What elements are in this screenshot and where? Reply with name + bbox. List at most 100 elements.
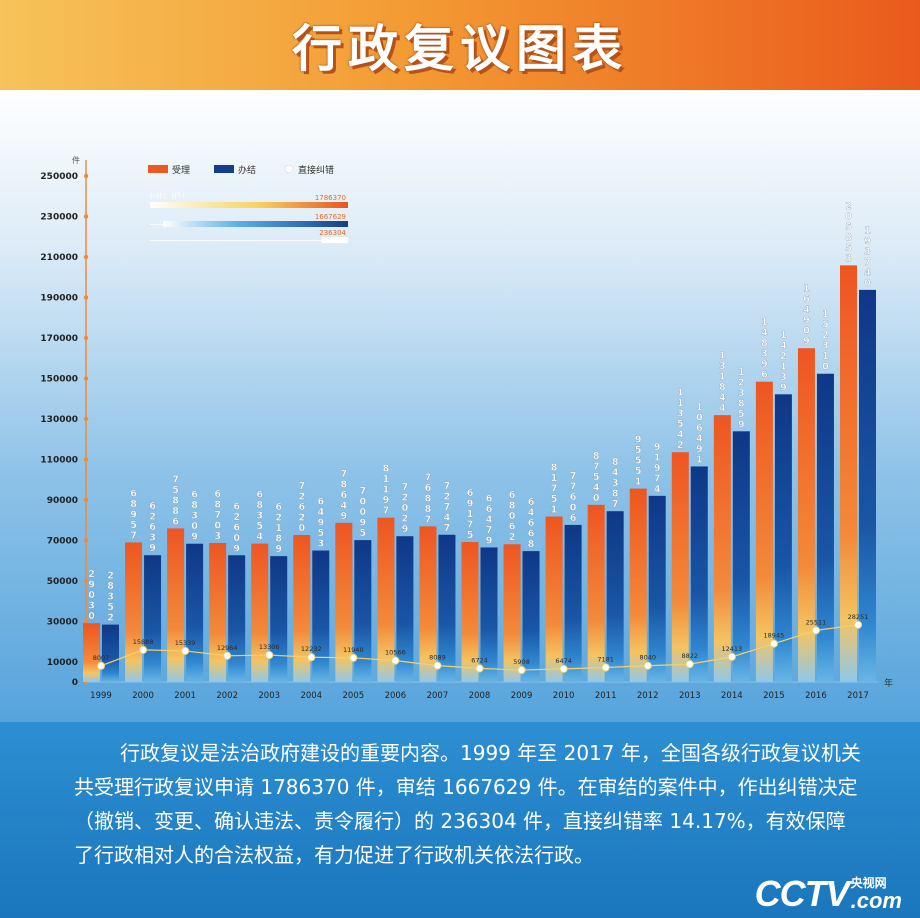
correction-label: 8822 [682,652,699,660]
bar-accepted [125,542,143,682]
bar-concluded [102,624,119,682]
x-tick-label: 2010 [553,691,575,701]
page-title: 行政复议图表 [292,20,628,78]
summary-panel: 行政复议是法治政府建设的重要内容。1999 年至 2017 年，全国各级行政复议… [0,722,920,918]
bar-accepted [293,535,311,682]
y-tick-label: 150000 [40,374,78,384]
y-tick-dot [83,457,89,462]
bar-accepted [713,415,731,682]
correction-label: 15888 [133,638,154,646]
y-tick-label: 130000 [40,415,78,425]
bar-concluded [480,547,498,682]
y-tick-dot [83,214,89,219]
bar-concluded [144,555,162,682]
bar-accepted [419,526,437,682]
bar-accepted [503,544,521,682]
bar-concluded [396,536,414,682]
correction-point [96,661,106,670]
correction-point [769,639,778,648]
y-tick-label: 10000 [47,658,78,668]
subtotal-bar [163,221,348,227]
y-tick-label: 190000 [40,293,78,303]
correction-label: 25511 [806,618,827,626]
bar-concluded [732,431,750,682]
correction-point [685,660,694,669]
x-tick-label: 2008 [469,691,491,701]
subtotal-track [150,240,348,241]
correction-point [138,645,148,654]
y-tick-dot [83,416,89,422]
bar-accepted [797,348,815,682]
correction-point [391,656,400,665]
subtotal-value: 236304 [319,229,346,237]
logo-side: 央视网 .com [851,876,902,912]
correction-label: 12964 [217,644,238,652]
correction-label: 18945 [764,632,785,640]
bar-accepted [461,541,479,682]
x-tick-label: 2012 [637,691,659,701]
bar-concluded [564,524,582,682]
y-tick-label: 170000 [40,334,78,344]
y-tick-dot [83,376,89,381]
bar-accepted [377,517,395,682]
x-tick-label: 2001 [174,691,196,701]
x-tick-label: 2011 [595,691,617,701]
y-tick-dot [83,497,89,503]
x-tick-label: 2005 [343,691,365,701]
y-tick-dot [83,538,89,543]
x-tick-label: 2014 [721,691,743,701]
correction-point [601,663,610,672]
bar-accepted [629,488,647,682]
correction-label: 5908 [513,658,530,666]
x-tick-label: 2015 [763,691,785,701]
x-tick-label: 2002 [216,691,238,701]
y-unit-label: 件 [72,155,80,165]
subtotal-label: 小计：（件） [148,190,189,200]
bar-concluded [774,394,792,682]
x-tick-label: 2003 [258,691,280,701]
correction-label: 12413 [721,645,742,653]
x-tick-label: 2009 [511,691,533,701]
legend-label-accepted: 受理 [172,164,190,176]
legend-swatch-accepted [148,165,168,173]
correction-label: 15339 [175,639,196,647]
legend-swatch-concluded [214,165,234,173]
cctv-logo: CCTV 央视网 .com [755,876,902,912]
y-tick-label: 250000 [40,172,78,182]
correction-point [349,653,358,662]
y-tick-label: 70000 [47,536,78,546]
correction-point [433,661,442,670]
bar-concluded [816,373,834,682]
correction-point [811,626,821,635]
correction-point [265,650,274,660]
correction-label: 6474 [555,657,572,665]
correction-point [181,646,190,656]
correction-label: 6724 [471,656,488,664]
correction-label: 28251 [848,613,869,621]
y-tick-dot [83,295,89,300]
logo-com-text: .com [850,888,902,913]
x-tick-label: 2017 [847,691,869,701]
bar-chart: 件年 0 10000 30000 50000 70000 90000 110000 130000… [40,155,893,701]
